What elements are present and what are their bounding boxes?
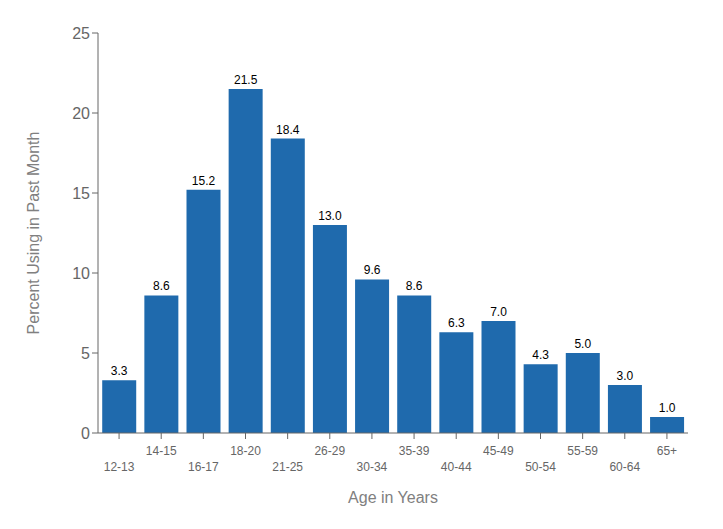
svg-text:18-20: 18-20 [230, 444, 261, 458]
svg-text:10: 10 [72, 265, 90, 282]
svg-text:5: 5 [81, 345, 90, 362]
svg-text:21-25: 21-25 [272, 460, 303, 474]
svg-text:12-13: 12-13 [104, 460, 135, 474]
svg-text:3.0: 3.0 [617, 369, 634, 383]
svg-text:30-34: 30-34 [357, 460, 388, 474]
svg-text:3.3: 3.3 [111, 364, 128, 378]
svg-text:15.2: 15.2 [192, 174, 216, 188]
svg-text:20: 20 [72, 105, 90, 122]
svg-text:50-54: 50-54 [525, 460, 556, 474]
svg-text:60-64: 60-64 [609, 460, 640, 474]
svg-text:Age in Years: Age in Years [348, 489, 438, 506]
svg-text:40-44: 40-44 [441, 460, 472, 474]
svg-text:16-17: 16-17 [188, 460, 219, 474]
svg-text:15: 15 [72, 185, 90, 202]
svg-text:6.3: 6.3 [448, 316, 465, 330]
svg-text:26-29: 26-29 [314, 444, 345, 458]
svg-text:14-15: 14-15 [146, 444, 177, 458]
svg-text:5.0: 5.0 [574, 337, 591, 351]
svg-text:Percent Using in Past Month: Percent Using in Past Month [25, 132, 42, 335]
svg-text:25: 25 [72, 25, 90, 42]
svg-text:1.0: 1.0 [659, 401, 676, 415]
svg-text:7.0: 7.0 [490, 305, 507, 319]
svg-text:21.5: 21.5 [234, 73, 258, 87]
svg-text:8.6: 8.6 [406, 279, 423, 293]
svg-text:45-49: 45-49 [483, 444, 514, 458]
svg-text:0: 0 [81, 425, 90, 442]
svg-text:4.3: 4.3 [532, 348, 549, 362]
svg-text:18.4: 18.4 [276, 123, 300, 137]
svg-text:65+: 65+ [657, 444, 677, 458]
svg-text:8.6: 8.6 [153, 279, 170, 293]
svg-text:55-59: 55-59 [567, 444, 598, 458]
svg-text:9.6: 9.6 [364, 263, 381, 277]
svg-text:13.0: 13.0 [318, 209, 342, 223]
svg-text:35-39: 35-39 [399, 444, 430, 458]
